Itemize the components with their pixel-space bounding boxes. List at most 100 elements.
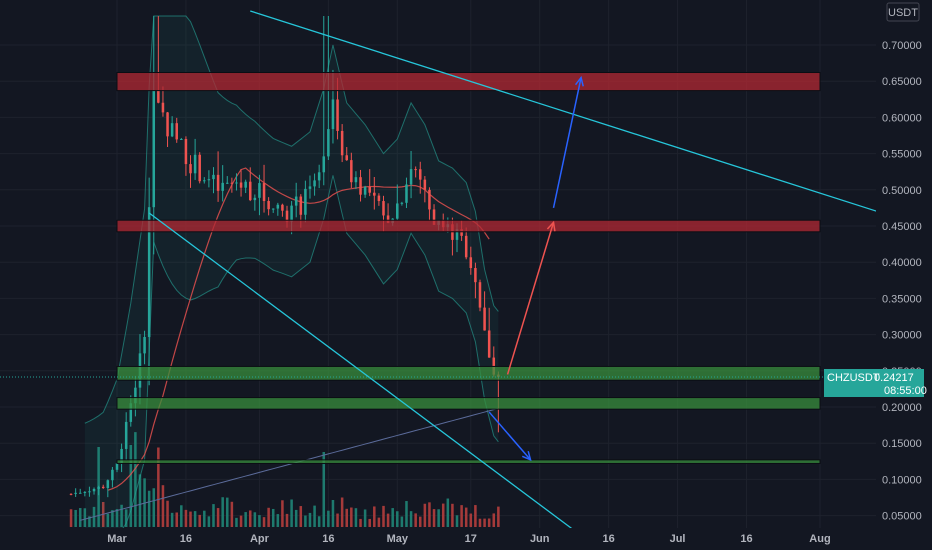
candle-body xyxy=(115,463,119,470)
volume-bar xyxy=(203,510,206,527)
candle-body xyxy=(203,180,206,182)
y-tick-label: 0.45000 xyxy=(882,221,922,233)
volume-bar xyxy=(221,497,224,527)
trendline-2 xyxy=(148,212,573,530)
candle-body xyxy=(294,196,298,206)
volume-bar xyxy=(331,499,335,527)
candle-body xyxy=(258,183,261,198)
candle-body xyxy=(152,90,156,208)
candle-body xyxy=(290,205,293,222)
volume-bar xyxy=(276,514,280,527)
volume-bar xyxy=(441,503,445,527)
volume-bar xyxy=(244,512,247,527)
x-tick-label: 16 xyxy=(180,533,192,545)
currency-label: USDT xyxy=(886,2,920,22)
candle-body xyxy=(464,235,468,258)
volume-bar xyxy=(304,515,307,527)
candle-body xyxy=(478,282,482,308)
volume-bar xyxy=(327,510,330,527)
support-zone-4 xyxy=(116,397,821,410)
support-zone-3 xyxy=(116,365,821,381)
volume-bar xyxy=(299,506,303,527)
volume-bar xyxy=(83,508,87,527)
candle-body xyxy=(354,177,358,183)
volume-bar xyxy=(271,508,275,527)
volume-bar xyxy=(464,507,468,527)
volume-bar xyxy=(382,505,385,527)
x-tick-label: Jul xyxy=(670,533,686,545)
moving-average-lines xyxy=(80,167,499,521)
projection-arrows[interactable] xyxy=(488,75,584,462)
candle-body xyxy=(409,169,413,185)
volume-bar xyxy=(212,504,215,527)
candle-body xyxy=(285,210,289,222)
support-zone-5 xyxy=(116,459,821,464)
candle-body xyxy=(78,492,82,494)
candle-body xyxy=(166,112,169,137)
candle-body xyxy=(276,204,280,209)
volume-bar xyxy=(336,513,339,527)
candle-body xyxy=(327,129,330,157)
candle-body xyxy=(198,154,201,182)
volume-bar xyxy=(267,507,270,527)
candle-body xyxy=(345,155,349,161)
candle-body xyxy=(244,181,247,188)
candle-body xyxy=(74,492,77,494)
volume-bar xyxy=(437,509,440,527)
candle-body xyxy=(226,182,229,184)
y-tick-label: 0.35000 xyxy=(882,293,922,305)
trendlines[interactable] xyxy=(148,10,885,530)
moving-average-slow xyxy=(80,407,499,521)
candle-body xyxy=(455,229,459,240)
time-axis[interactable]: Mar 16 Apr 16 May 17 Jun 16 Jul 16 Aug xyxy=(0,528,932,550)
volume-bar xyxy=(226,497,229,527)
candle-body xyxy=(69,493,73,495)
volume-bar xyxy=(474,505,477,527)
projection-arrowhead-3 xyxy=(521,450,532,462)
candle-body xyxy=(400,202,404,204)
price-zones[interactable] xyxy=(116,72,821,464)
volume-bar xyxy=(138,474,142,527)
candle-body xyxy=(377,195,381,202)
volume-bar xyxy=(428,502,431,527)
y-tick-label: 0.40000 xyxy=(882,257,922,269)
price-axis[interactable]: 0.70000 0.65000 0.60000 0.55000 0.50000 0.450… xyxy=(876,0,932,528)
candle-body xyxy=(106,480,110,488)
x-tick-label: Apr xyxy=(250,533,270,545)
candle-body xyxy=(161,102,165,113)
candle-body xyxy=(414,169,417,171)
candle-body xyxy=(120,448,123,464)
candle-body xyxy=(235,182,238,184)
volume-bar xyxy=(161,485,165,527)
volume-bar xyxy=(373,506,376,527)
volume-bar xyxy=(115,509,119,527)
volume-bar xyxy=(157,447,160,527)
candle-body xyxy=(350,160,353,183)
y-tick-label: 0.30000 xyxy=(882,330,922,342)
volume-bar xyxy=(184,509,188,527)
volume-bar xyxy=(363,509,367,527)
candle-body xyxy=(134,387,137,404)
candle-body xyxy=(386,215,390,223)
candle-body xyxy=(281,204,284,211)
volume-bar xyxy=(345,508,349,527)
volume-bar xyxy=(460,505,463,527)
candle-body xyxy=(92,488,96,492)
volume-bar xyxy=(253,512,257,527)
y-tick-label: 0.10000 xyxy=(882,474,922,486)
x-tick-label: Aug xyxy=(809,533,830,545)
last-price-badge: CHZUSDT 0.24217 08:55:00 xyxy=(824,369,927,397)
volume-bar xyxy=(317,516,321,527)
candle-body xyxy=(262,183,266,201)
candle-body xyxy=(336,99,339,131)
y-tick-label: 0.15000 xyxy=(882,438,922,450)
volume-bar xyxy=(455,515,459,527)
candle-body xyxy=(189,164,192,174)
volume-bar xyxy=(129,444,133,527)
candle-body xyxy=(147,207,151,337)
volume-bar xyxy=(418,516,422,527)
candle-body xyxy=(331,99,335,130)
candle-body xyxy=(368,186,371,193)
volume-bar xyxy=(124,509,128,527)
